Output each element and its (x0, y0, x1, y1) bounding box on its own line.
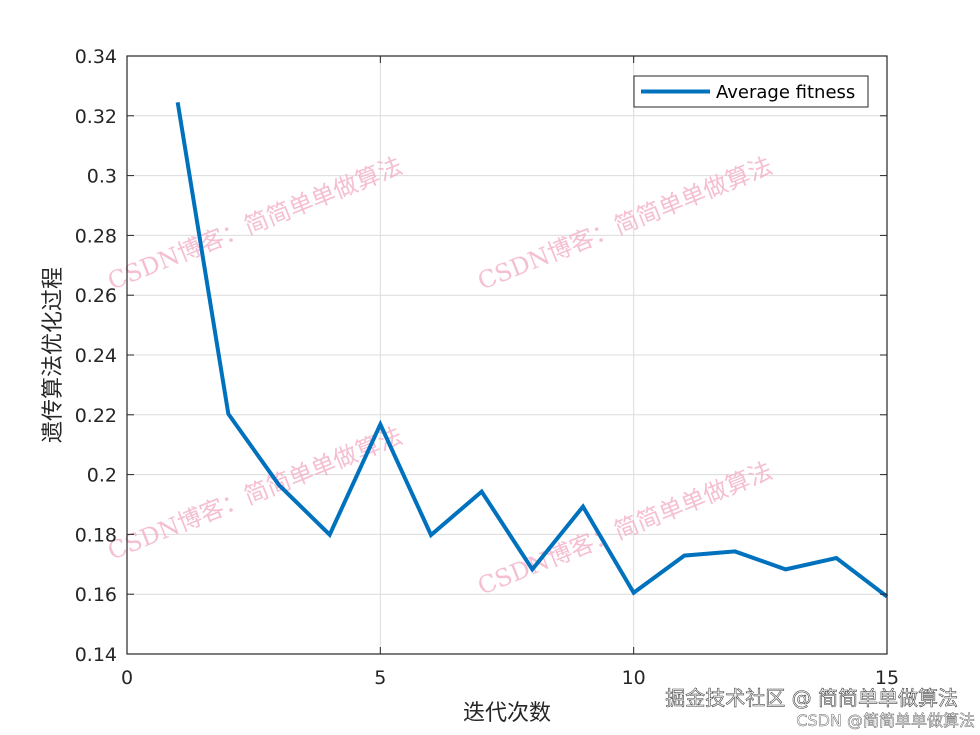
y-tick-label: 0.14 (75, 644, 117, 666)
y-axis-title: 遗传算法优化过程 (41, 267, 66, 443)
y-tick-label: 0.26 (75, 285, 117, 307)
y-tick-label: 0.28 (75, 225, 117, 247)
x-tick-label: 10 (622, 667, 646, 689)
x-tick-label: 5 (374, 667, 386, 689)
legend: Average fitness (633, 75, 869, 108)
x-tick-label: 15 (875, 667, 899, 689)
y-tick-label: 0.18 (75, 524, 117, 546)
ticks (126, 55, 888, 655)
grid (127, 56, 887, 654)
series-layer (175, 102, 889, 599)
tick-labels: 0 5 10 15 0.14 0.16 0.18 0.2 0.22 0.24 0.26 0.28 0.3… (75, 46, 899, 689)
y-tick-label: 0.24 (75, 345, 117, 367)
y-tick-label: 0.22 (75, 405, 117, 427)
footer-csdn-text: CSDN @简简单单做算法 (796, 711, 975, 730)
footer-site-text: 掘金技术社区 @ 简简单单做算法 (665, 686, 958, 710)
y-tick-label: 0.32 (75, 106, 117, 128)
footer-watermark: 掘金技术社区 @ 简简单单做算法 CSDN @简简单单做算法 (665, 686, 975, 731)
x-axis-title: 迭代次数 (463, 701, 551, 726)
series-line-average-fitness (175, 102, 889, 599)
legend-label: Average fitness (716, 82, 855, 103)
x-tick-label: 0 (121, 667, 133, 689)
y-tick-label: 0.3 (87, 166, 117, 188)
y-tick-label: 0.16 (75, 584, 117, 606)
y-tick-label: 0.2 (87, 465, 117, 487)
y-tick-label: 0.34 (75, 46, 117, 68)
